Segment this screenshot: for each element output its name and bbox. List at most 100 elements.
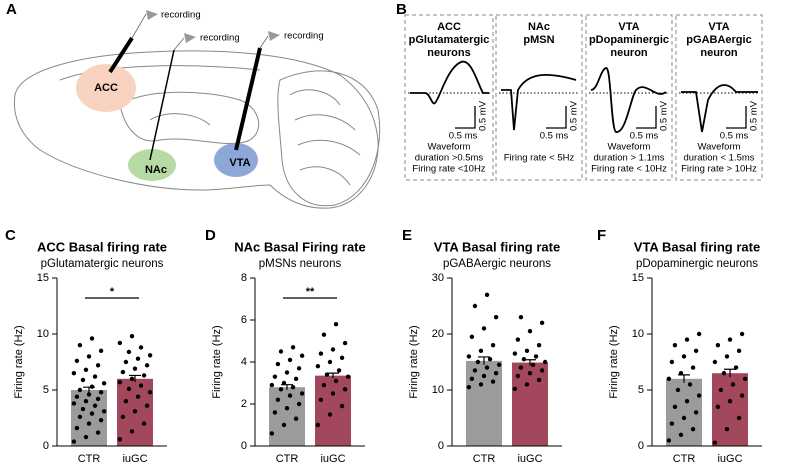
data-point: [293, 416, 299, 421]
cell-border: [495, 14, 583, 181]
data-point: [484, 292, 490, 297]
panel-label: B: [396, 1, 407, 18]
x-tick-label: CTR: [473, 453, 496, 465]
y-tick-label: 0: [43, 440, 49, 452]
cell-title: pGlutamatergic: [409, 34, 490, 46]
cell-note: Firing rate < 5Hz: [504, 153, 575, 164]
chart-subtitle: pDopaminergic neurons: [636, 258, 758, 270]
data-point: [126, 386, 132, 392]
scale-bar: [455, 106, 476, 129]
data-point: [95, 363, 101, 368]
region-nac: [128, 149, 176, 181]
data-point: [80, 406, 86, 412]
data-point: [336, 368, 342, 373]
waveform: [410, 60, 489, 105]
data-point: [296, 401, 302, 407]
data-point: [696, 331, 702, 337]
data-point: [715, 343, 721, 348]
data-point: [712, 440, 718, 445]
data-point: [527, 371, 533, 376]
data-point: [539, 368, 545, 373]
data-point: [299, 353, 305, 358]
data-point: [120, 414, 126, 420]
data-point: [135, 394, 141, 399]
significance-label: *: [110, 286, 115, 298]
data-point: [147, 390, 153, 395]
data-point: [123, 399, 129, 404]
data-point: [536, 343, 542, 348]
scale-bar: [546, 106, 567, 129]
data-point: [71, 401, 77, 406]
error-bar: [281, 384, 293, 390]
y-tick-label: 4: [241, 356, 247, 368]
y-axis-label: Firing rate (Hz): [608, 325, 620, 398]
data-point: [287, 357, 293, 363]
y-tick-label: 2: [241, 398, 247, 410]
data-point: [71, 439, 77, 444]
data-point: [74, 394, 80, 399]
data-point: [339, 355, 345, 360]
data-point: [89, 336, 95, 341]
data-point: [493, 315, 499, 320]
data-point: [515, 373, 521, 379]
data-point: [333, 322, 339, 327]
data-point: [101, 409, 107, 414]
x-tick-label: iuGC: [517, 453, 542, 465]
y-tick-label: 6: [241, 314, 247, 326]
data-point: [475, 359, 481, 365]
data-point: [484, 365, 490, 370]
data-point: [281, 422, 287, 428]
bar: [712, 373, 748, 446]
data-point: [284, 406, 290, 411]
data-point: [132, 366, 138, 371]
data-point: [466, 354, 472, 359]
y-tick-label: 0: [438, 440, 444, 452]
y-tick-label: 15: [632, 272, 644, 284]
cell-note: Waveform: [428, 142, 471, 153]
data-point: [86, 392, 92, 397]
data-point: [327, 412, 333, 417]
waveform: [681, 84, 758, 133]
data-point: [472, 303, 478, 309]
data-point: [527, 329, 533, 334]
region-label: NAc: [145, 164, 167, 176]
data-point: [530, 362, 536, 367]
data-point: [77, 343, 83, 348]
cell-title: neurons: [427, 47, 470, 59]
region-acc: [76, 64, 136, 112]
data-point: [117, 437, 123, 442]
chart-title: NAc Basal Firing rate: [234, 239, 366, 254]
scale-label: 0.5 mV: [478, 100, 489, 131]
data-point: [466, 385, 472, 390]
data-point: [681, 415, 687, 421]
data-point: [469, 376, 475, 381]
region-label: VTA: [229, 157, 250, 169]
data-point: [666, 438, 672, 443]
cell-border: [675, 14, 763, 181]
error-bar: [129, 374, 141, 383]
data-point: [727, 337, 733, 342]
scale-label: 0.5 ms: [540, 131, 569, 142]
data-point: [478, 348, 484, 353]
data-point: [318, 351, 324, 356]
data-point: [141, 373, 147, 378]
data-point: [518, 365, 524, 370]
data-point: [693, 410, 699, 415]
data-point: [712, 359, 718, 365]
x-tick-label: CTR: [78, 453, 101, 465]
data-point: [98, 348, 104, 353]
data-point: [74, 358, 80, 364]
data-point: [135, 356, 141, 361]
data-point: [275, 397, 281, 402]
x-tick-label: iuGC: [717, 453, 742, 465]
data-point: [290, 385, 296, 390]
data-point: [533, 354, 539, 359]
data-point: [490, 343, 496, 348]
data-point: [675, 387, 681, 393]
brain-diagram: [13, 50, 381, 209]
y-tick-label: 10: [37, 328, 49, 340]
scale-label: 0.5 mV: [569, 100, 580, 131]
data-point: [739, 331, 745, 337]
data-point: [290, 345, 296, 350]
